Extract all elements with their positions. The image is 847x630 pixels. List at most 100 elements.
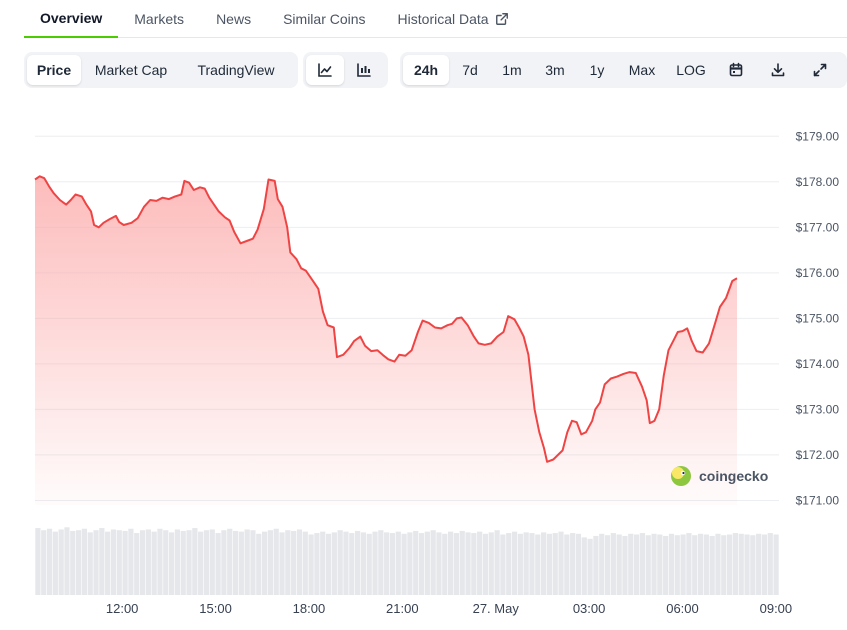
tab-similar-coins[interactable]: Similar Coins: [267, 0, 381, 38]
volume-bar: [604, 535, 611, 595]
volume-bar: [110, 529, 117, 595]
volume-bar: [296, 529, 303, 595]
volume-bar: [139, 530, 146, 595]
price-line: [34, 175, 738, 463]
volume-bar: [447, 531, 454, 595]
tab-overview-label: Overview: [40, 10, 103, 26]
volume-bar: [773, 534, 779, 595]
range-3m-button[interactable]: 3m: [533, 55, 577, 85]
volume-bar: [680, 534, 686, 595]
volume-bar: [546, 533, 553, 595]
x-tick-label: 27. May: [473, 601, 520, 616]
volume-bar: [645, 535, 651, 595]
volume-bar: [227, 528, 233, 595]
log-scale-label: LOG: [676, 62, 706, 78]
volume-bar: [122, 530, 128, 595]
volume-bar: [657, 534, 663, 595]
y-tick-label: $172.00: [796, 448, 840, 462]
volume-bar: [395, 531, 401, 595]
tab-historical-data[interactable]: Historical Data: [382, 0, 525, 38]
volume-bar: [145, 529, 151, 595]
volume-bar: [732, 533, 739, 595]
range-24h-button[interactable]: 24h: [403, 55, 449, 85]
y-tick-label: $173.00: [796, 402, 840, 416]
fullscreen-button[interactable]: [799, 55, 841, 85]
volume-bar: [349, 533, 355, 595]
volume-bar: [418, 533, 425, 595]
volume-bar: [35, 528, 41, 595]
x-tick-label: 18:00: [293, 601, 326, 616]
volume-bar: [81, 528, 88, 595]
volume-bar: [337, 530, 343, 595]
volume-bar: [75, 530, 82, 595]
top-tabs: Overview Markets News Similar Coins Hist…: [24, 0, 847, 38]
log-scale-button[interactable]: LOG: [667, 55, 715, 85]
volume-bar: [267, 530, 274, 595]
x-axis-labels: 12:00 15:00 18:00 21:00 27. May 03:00 06:00 09:…: [106, 601, 792, 616]
volume-bars: [35, 527, 779, 595]
price-area: [35, 176, 737, 506]
volume-bar: [302, 531, 308, 595]
price-chart[interactable]: $171.00 $172.00 $173.00 $174.00 $175.00 $176.…: [0, 95, 847, 630]
tab-news[interactable]: News: [200, 0, 267, 38]
range-7d-button[interactable]: 7d: [449, 55, 491, 85]
market-cap-view-button[interactable]: Market Cap: [81, 55, 181, 85]
volume-bar: [331, 532, 337, 595]
volume-bar: [128, 528, 134, 595]
volume-bar: [389, 533, 396, 595]
volume-bar: [436, 532, 442, 595]
download-button[interactable]: [757, 55, 799, 85]
x-tick-label: 12:00: [106, 601, 139, 616]
volume-bar: [593, 535, 599, 595]
tradingview-view-button[interactable]: TradingView: [181, 55, 291, 85]
fullscreen-icon: [813, 63, 827, 77]
price-view-button[interactable]: Price: [27, 55, 81, 85]
range-1m-button[interactable]: 1m: [491, 55, 533, 85]
volume-bar: [442, 533, 448, 595]
volume-bar: [697, 533, 704, 595]
tab-markets[interactable]: Markets: [118, 0, 200, 38]
volume-bar: [46, 528, 53, 595]
tab-overview[interactable]: Overview: [24, 0, 119, 38]
range-24h-label: 24h: [413, 62, 439, 78]
y-tick-label: $176.00: [796, 266, 840, 280]
volume-bar: [709, 535, 715, 595]
volume-bar: [320, 531, 326, 595]
candlestick-chart-button[interactable]: [344, 55, 384, 85]
volume-bar: [105, 531, 111, 595]
x-tick-label: 21:00: [386, 601, 419, 616]
calendar-icon: [729, 62, 743, 77]
volume-bar: [180, 530, 186, 595]
volume-bar: [64, 527, 70, 595]
market-cap-view-label: Market Cap: [94, 62, 168, 78]
range-max-button[interactable]: Max: [617, 55, 667, 85]
y-tick-label: $171.00: [796, 493, 840, 507]
volume-bar: [384, 532, 390, 595]
volume-bar: [465, 532, 471, 595]
volume-bar: [186, 530, 192, 595]
volume-bar: [750, 535, 756, 595]
volume-bar: [424, 531, 430, 595]
volume-bar: [174, 529, 181, 595]
volume-bar: [232, 530, 239, 595]
volume-bar: [471, 533, 477, 595]
range-7d-label: 7d: [462, 62, 478, 78]
volume-bar: [151, 531, 157, 595]
line-chart-button[interactable]: [306, 55, 344, 85]
view-selector: Price Market Cap TradingView: [24, 52, 298, 88]
volume-bar: [70, 530, 76, 595]
calendar-button[interactable]: [715, 55, 757, 85]
range-1y-button[interactable]: 1y: [577, 55, 617, 85]
y-tick-label: $174.00: [796, 357, 840, 371]
volume-bar: [651, 533, 657, 595]
volume-bar: [168, 532, 175, 595]
volume-bar: [291, 530, 297, 595]
volume-bar: [343, 531, 349, 595]
volume-bar: [360, 532, 367, 595]
volume-bar: [314, 533, 320, 595]
volume-bar: [354, 530, 361, 595]
volume-bar: [744, 534, 750, 595]
volume-bar: [506, 533, 512, 595]
tab-historical-data-label: Historical Data: [397, 11, 489, 27]
volume-bar: [116, 530, 122, 595]
